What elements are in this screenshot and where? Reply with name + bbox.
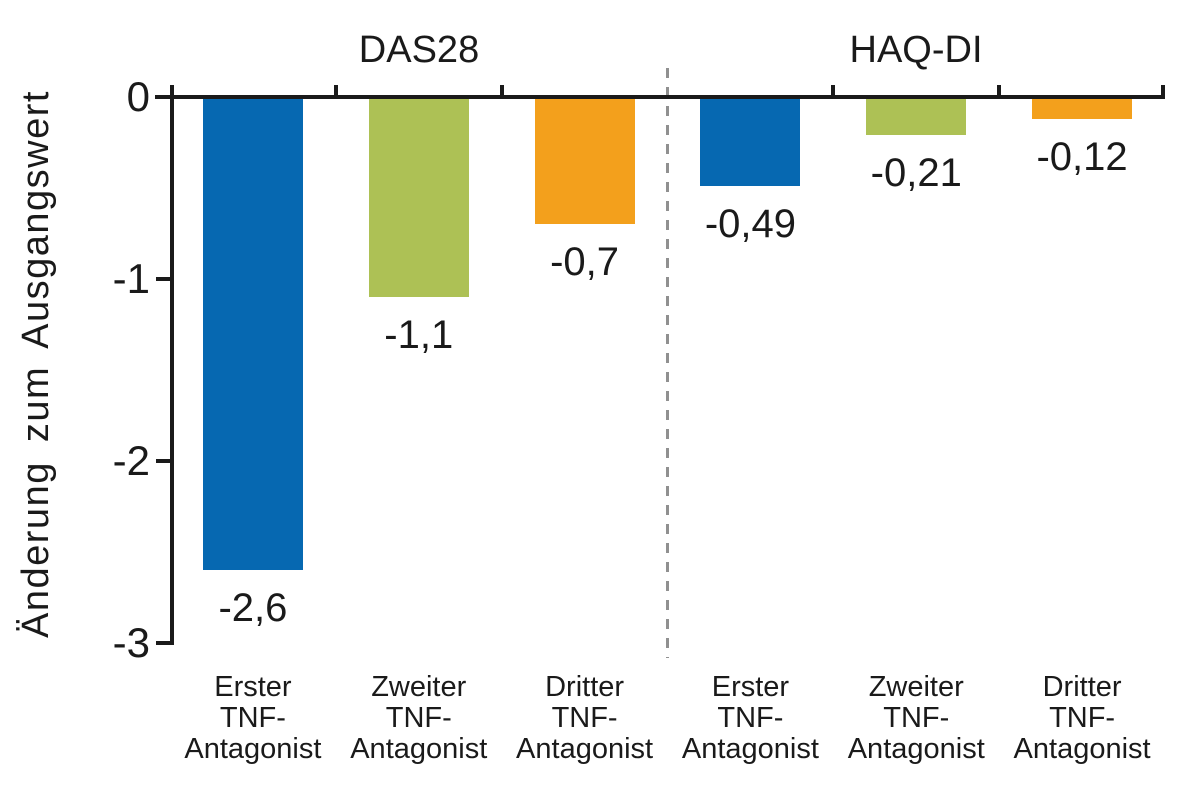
y-tick	[156, 641, 170, 645]
y-axis-line	[170, 85, 174, 645]
y-axis-title: Änderung zum Ausgangswert	[15, 90, 57, 638]
group-title-haq-di: HAQ-DI	[849, 29, 983, 71]
bar-value-label: -0,21	[870, 151, 962, 195]
bar-category-label: Zweiter TNF- Antagonist	[350, 671, 488, 765]
bar	[368, 99, 469, 297]
bar-value-label: -0,12	[1036, 135, 1128, 179]
bar	[866, 99, 967, 135]
y-tick	[156, 459, 170, 463]
bar	[1032, 99, 1133, 119]
x-axis-line	[155, 95, 1165, 99]
x-tick	[997, 85, 1002, 97]
group-title-das28: DAS28	[358, 29, 480, 71]
y-tick-label: -3	[112, 619, 150, 666]
group-divider	[666, 68, 669, 658]
x-tick	[499, 85, 504, 97]
bar-value-label: -0,49	[704, 202, 796, 246]
bar-value-label: -2,6	[218, 586, 288, 630]
bar-category-label: Zweiter TNF- Antagonist	[847, 671, 985, 765]
bar-category-label: Dritter TNF- Antagonist	[1013, 671, 1151, 765]
bar	[534, 99, 635, 224]
bar	[202, 99, 303, 570]
y-tick-label: -1	[112, 255, 150, 302]
x-tick	[831, 85, 836, 97]
bar-value-label: -0,7	[550, 240, 620, 284]
y-tick-label: 0	[126, 73, 150, 120]
bar-category-label: Erster TNF- Antagonist	[681, 671, 819, 765]
bar-category-label: Erster TNF- Antagonist	[184, 671, 322, 765]
bar-category-label: Dritter TNF- Antagonist	[516, 671, 654, 765]
bar-value-label: -1,1	[384, 313, 454, 357]
x-tick	[333, 85, 338, 97]
y-tick	[156, 277, 170, 281]
x-tick	[1161, 85, 1165, 97]
bar	[700, 99, 801, 186]
y-tick-label: -2	[112, 437, 150, 484]
